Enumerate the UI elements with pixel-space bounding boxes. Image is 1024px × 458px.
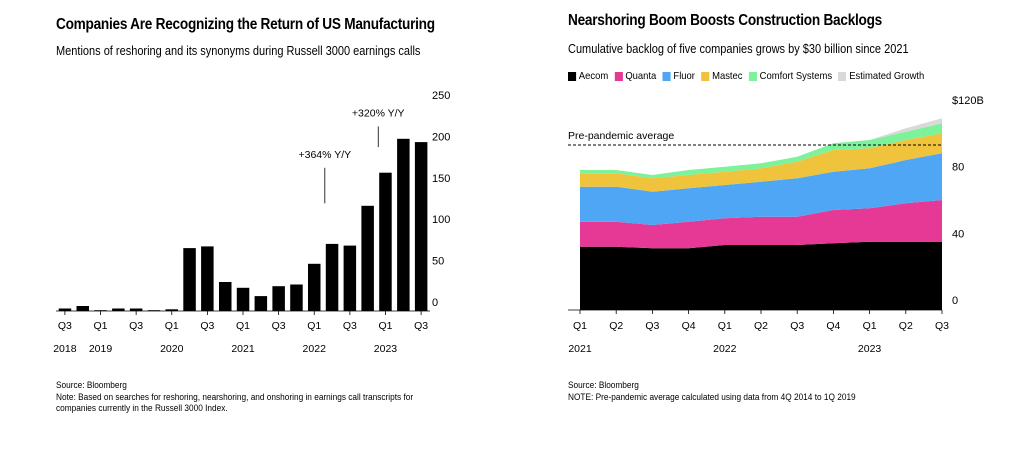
left-chart-note: Note: Based on searches for reshoring, n… [56, 392, 414, 413]
legend-label: Estimated Growth [849, 70, 925, 82]
bar [183, 248, 196, 311]
x-tick-label: Q4 [826, 320, 840, 332]
right-chart-subtitle: Cumulative backlog of five companies gro… [568, 42, 909, 56]
bar [76, 306, 89, 311]
bar [361, 205, 374, 311]
legend-label: Fluor [673, 70, 695, 82]
reference-line-label: Pre-pandemic average [568, 130, 674, 142]
y-tick-label: 0 [952, 295, 958, 307]
y-tick-label: $120B [952, 95, 984, 107]
legend-label: Aecom [578, 70, 609, 82]
x-tick-label: Q1 [863, 320, 877, 332]
right-chart-legend: Aecom Quanta Fluor Mastec Comfort Systems Est… [568, 70, 931, 82]
x-tick-label: Q1 [718, 320, 732, 332]
bar [397, 138, 410, 311]
annotation-label: +364% Y/Y [298, 149, 351, 161]
legend-swatch [614, 71, 623, 81]
area-series-aecom [580, 241, 942, 310]
x-tick-label: Q3 [935, 320, 949, 332]
legend-swatch [748, 71, 757, 81]
bar [165, 309, 178, 311]
legend-label: Mastec [712, 70, 743, 82]
x-tick-label: Q3 [414, 320, 428, 332]
y-tick-label: 200 [432, 131, 450, 143]
bar [343, 245, 357, 311]
y-tick-label: 150 [432, 173, 450, 185]
legend-swatch [662, 71, 671, 81]
legend-label: Quanta [625, 70, 657, 82]
x-tick-year: 2021 [568, 343, 592, 355]
legend-item: Comfort Systems [748, 70, 833, 82]
x-tick-label: Q1 [165, 320, 179, 332]
bar [112, 308, 125, 311]
left-chart-subtitle: Mentions of reshoring and its synonyms d… [56, 44, 421, 58]
legend-swatch [838, 71, 847, 81]
bar [379, 172, 392, 311]
x-tick-label: Q3 [645, 320, 659, 332]
x-tick-year: 2019 [89, 343, 113, 355]
bar [290, 284, 303, 311]
area-series-fluor [580, 153, 942, 225]
area-series-quanta [580, 200, 942, 249]
x-tick-year: 2023 [374, 343, 398, 355]
x-tick-year: 2021 [231, 343, 255, 355]
legend-item: Quanta [614, 70, 657, 82]
x-tick-label: Q1 [307, 320, 321, 332]
legend-swatch [568, 71, 577, 81]
legend-swatch [701, 71, 710, 81]
x-tick-label: Q1 [236, 320, 250, 332]
x-tick-label: Q2 [609, 320, 623, 332]
area-series-comfort-systems [580, 123, 942, 179]
x-tick-label: Q3 [200, 320, 214, 332]
bar [254, 296, 268, 311]
x-tick-year: 2022 [713, 343, 737, 355]
bar [129, 308, 143, 311]
left-chart-title: Companies Are Recognizing the Return of … [56, 16, 435, 33]
bar [414, 142, 428, 311]
x-tick-label: Q1 [94, 320, 108, 332]
y-tick-label: 0 [432, 297, 438, 309]
left-chart-plot: 0 50 100 150 200 250 Q3 2018 Q1 2019 Q3 Q1 2020 Q3 Q1 2… [53, 90, 450, 355]
x-tick-label: Q3 [343, 320, 357, 332]
left-chart-source: Source: Bloomberg [56, 380, 127, 390]
y-tick-label: 80 [952, 162, 964, 174]
x-tick-label: Q2 [754, 320, 768, 332]
right-chart-panel: Nearshoring Boom Boosts Construction Bac… [512, 0, 1024, 458]
x-tick-label: Q1 [573, 320, 587, 332]
bar [219, 282, 232, 311]
x-tick-year: 2022 [303, 343, 327, 355]
right-chart-title: Nearshoring Boom Boosts Construction Bac… [568, 12, 883, 29]
x-tick-label: Q3 [790, 320, 804, 332]
x-tick-label: Q3 [129, 320, 143, 332]
x-tick-year: 2023 [858, 343, 882, 355]
legend-item: Estimated Growth [838, 70, 924, 82]
y-tick-label: 40 [952, 228, 964, 240]
right-chart-plot: Pre-pandemic average 0 40 80 $120B Q1 2021 Q2 Q3… [568, 95, 984, 355]
legend-item: Aecom [568, 70, 608, 82]
x-tick-label: Q1 [378, 320, 392, 332]
left-chart-panel: Companies Are Recognizing the Return of … [53, 16, 450, 413]
right-chart-source: Source: Bloomberg [568, 380, 639, 390]
bar [201, 246, 214, 311]
legend-item: Mastec [701, 70, 743, 82]
y-tick-label: 250 [432, 90, 450, 102]
bar [308, 263, 321, 311]
x-tick-label: Q2 [899, 320, 913, 332]
legend-label: Comfort Systems [759, 70, 833, 82]
bar [325, 243, 339, 311]
x-tick-year: 2020 [160, 343, 184, 355]
bar [236, 287, 250, 311]
y-tick-label: 50 [432, 256, 444, 268]
x-tick-year: 2018 [53, 343, 77, 355]
x-tick-label: Q3 [272, 320, 286, 332]
legend-item: Fluor [662, 70, 695, 82]
bar [272, 286, 285, 311]
y-tick-label: 100 [432, 214, 450, 226]
bar [58, 308, 72, 311]
x-tick-label: Q4 [682, 320, 696, 332]
right-chart-note: NOTE: Pre-pandemic average calculated us… [568, 392, 856, 402]
annotation-label: +320% Y/Y [352, 107, 405, 119]
x-tick-label: Q3 [58, 320, 72, 332]
area-series-mastec [580, 133, 942, 192]
